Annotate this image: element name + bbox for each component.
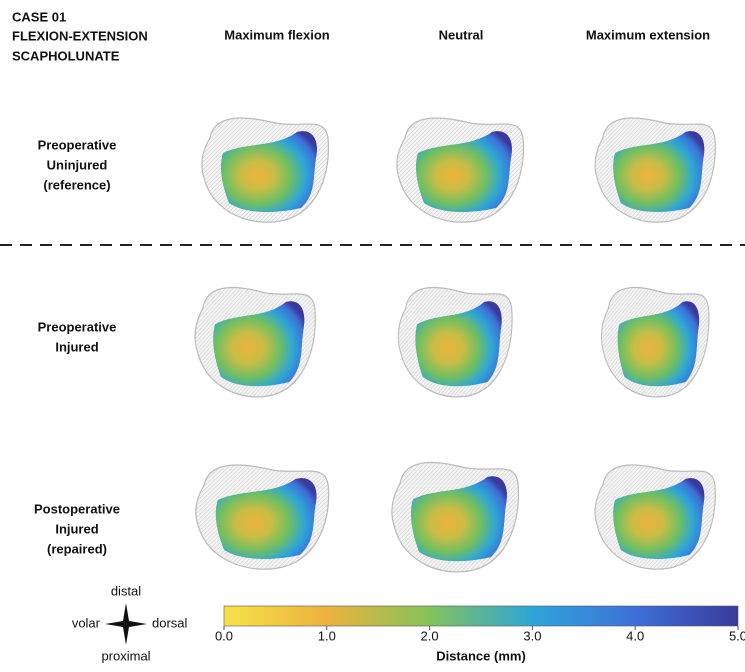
- bone-map: [396, 117, 525, 223]
- bone-map: [194, 286, 316, 398]
- column-header: Neutral: [439, 27, 484, 42]
- bone-map: [594, 464, 716, 570]
- title-line: CASE 01: [12, 9, 66, 24]
- row-label: Injured: [55, 339, 98, 354]
- row-label: Postoperative: [34, 501, 120, 516]
- colorbar-tick-label: 3.0: [523, 628, 541, 643]
- bone-map: [600, 286, 710, 398]
- row-label: Uninjured: [47, 157, 108, 172]
- colorbar-label: Distance (mm): [436, 648, 526, 663]
- compass-star: [105, 603, 147, 645]
- colorbar-tick-label: 2.0: [421, 628, 439, 643]
- colorbar: [223, 605, 739, 627]
- compass-label: dorsal: [152, 615, 188, 630]
- column-header: Maximum flexion: [224, 27, 330, 42]
- colorbar-tick-label: 1.0: [318, 628, 336, 643]
- column-header: Maximum extension: [586, 27, 710, 42]
- title-line: SCAPHOLUNATE: [12, 48, 120, 63]
- row-label: (repaired): [47, 541, 107, 556]
- compass-label: distal: [111, 583, 141, 598]
- bone-map: [201, 117, 330, 223]
- colorbar-tick-label: 4.0: [626, 628, 644, 643]
- bone-map: [391, 461, 520, 573]
- colorbar-tick-label: 0.0: [215, 628, 233, 643]
- bone-map: [195, 464, 330, 570]
- row-label: Preoperative: [38, 319, 117, 334]
- row-label: (reference): [43, 177, 110, 192]
- compass-label: proximal: [101, 648, 150, 663]
- colorbar-tick-label: 5.0: [729, 628, 745, 643]
- title-line: FLEXION-EXTENSION: [12, 28, 148, 43]
- bone-map: [397, 286, 513, 398]
- row-label: Injured: [55, 521, 98, 536]
- bone-map: [594, 117, 716, 223]
- row-label: Preoperative: [38, 137, 117, 152]
- compass-label: volar: [72, 615, 101, 630]
